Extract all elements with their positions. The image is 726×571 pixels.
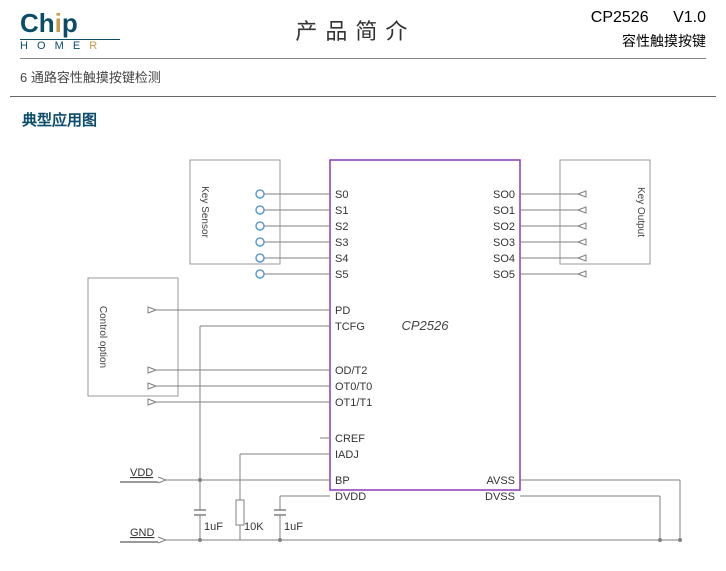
svg-text:SO4: SO4	[493, 253, 515, 265]
svg-text:SO3: SO3	[493, 237, 515, 249]
category-subtitle: 容性触摸按键	[591, 31, 706, 51]
application-diagram: CP2526 S0 S1 S2 S3 S4 S5 PD TCFG OD/T2 OT0/T0 OT1/T…	[0, 140, 726, 560]
svg-text:IADJ: IADJ	[335, 449, 359, 461]
svg-text:TCFG: TCFG	[335, 321, 365, 333]
svg-text:OD/T2: OD/T2	[335, 365, 367, 377]
version: V1.0	[673, 9, 706, 27]
section-title: 典型应用图	[0, 99, 726, 140]
svg-text:SO0: SO0	[493, 189, 515, 201]
svg-text:CP2526: CP2526	[402, 318, 450, 333]
svg-text:Key Output: Key Output	[635, 187, 646, 237]
svg-text:DVSS: DVSS	[485, 491, 515, 503]
doc-title: 产品简介	[120, 14, 591, 46]
svg-text:S4: S4	[335, 253, 348, 265]
svg-text:10K: 10K	[244, 521, 264, 533]
svg-text:S5: S5	[335, 269, 348, 281]
svg-text:S0: S0	[335, 189, 348, 201]
svg-text:VDD: VDD	[130, 467, 153, 479]
svg-text:AVSS: AVSS	[486, 475, 515, 487]
svg-text:GND: GND	[130, 527, 155, 539]
svg-text:BP: BP	[335, 475, 350, 487]
svg-text:1uF: 1uF	[284, 521, 303, 533]
svg-text:S2: S2	[335, 221, 348, 233]
svg-text:SO1: SO1	[493, 205, 515, 217]
svg-text:DVDD: DVDD	[335, 491, 366, 503]
company-logo: Chip H O M E R	[20, 8, 120, 52]
svg-text:PD: PD	[335, 305, 350, 317]
svg-text:OT0/T0: OT0/T0	[335, 381, 372, 393]
part-number: CP2526	[591, 9, 649, 27]
svg-text:Control option: Control option	[97, 306, 108, 368]
svg-text:OT1/T1: OT1/T1	[335, 397, 372, 409]
svg-text:CREF: CREF	[335, 433, 365, 445]
svg-text:1uF: 1uF	[204, 521, 223, 533]
svg-text:Key Sensor: Key Sensor	[199, 186, 210, 238]
svg-text:SO2: SO2	[493, 221, 515, 233]
svg-text:SO5: SO5	[493, 269, 515, 281]
svg-text:S3: S3	[335, 237, 348, 249]
svg-text:S1: S1	[335, 205, 348, 217]
feature-subtitle: 6 通路容性触摸按键检测	[0, 59, 726, 94]
